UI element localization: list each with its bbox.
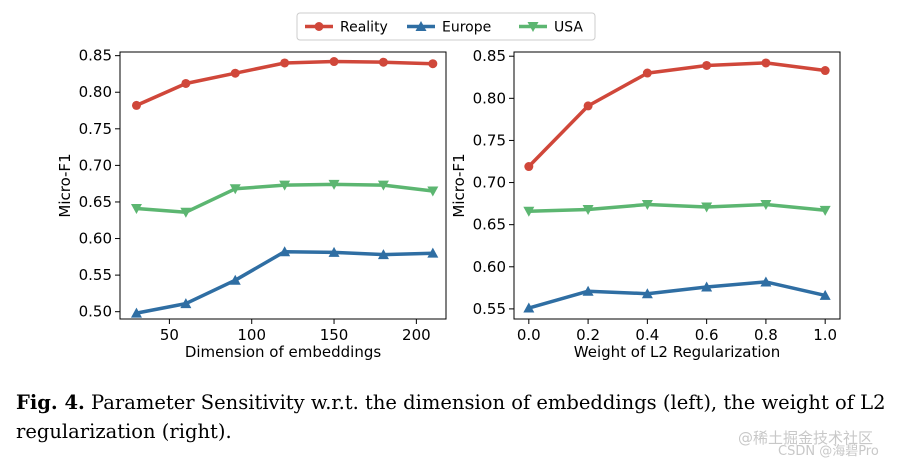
right-xtick-label: 0.6 <box>695 326 719 344</box>
right-point-reality <box>761 58 771 68</box>
left-point-europe <box>377 249 389 260</box>
right-ytick-label: 0.75 <box>473 131 506 149</box>
right-point-reality <box>702 60 712 70</box>
left-point-europe <box>229 274 241 285</box>
left-ytick-label: 0.80 <box>79 83 112 101</box>
left-line-europe <box>136 249 433 315</box>
left-xlabel: Dimension of embeddings <box>185 343 382 361</box>
left-point-europe <box>180 298 192 309</box>
right-point-europe <box>523 302 535 313</box>
watermark-csdn: CSDN @海碧Pro <box>778 444 879 459</box>
legend-item-usa: USA <box>519 20 583 36</box>
left-line-reality <box>135 59 433 107</box>
left-point-usa <box>180 207 192 218</box>
left-point-reality <box>378 57 388 67</box>
left-point-europe <box>427 247 439 258</box>
right-ylabel: Micro-F1 <box>450 153 468 217</box>
right-ytick-label: 0.80 <box>473 89 506 107</box>
right-point-usa <box>641 199 653 210</box>
legend-marker-usa <box>527 22 539 32</box>
chart-left: 0.50 0.55 0.60 0.65 0.70 0.75 0.80 0.85 50 100 150… <box>56 47 447 361</box>
right-ytick-label: 0.60 <box>473 258 506 276</box>
left-ytick-label: 0.55 <box>79 266 112 284</box>
right-axes-frame <box>513 51 841 320</box>
left-point-usa <box>328 179 340 190</box>
figure: Reality Europe USA 0.500.550.600.650.700… <box>56 12 841 361</box>
left-point-reality <box>230 68 240 78</box>
left-point-europe <box>130 307 142 318</box>
legend-label-europe: Europe <box>442 20 491 36</box>
legend-label-reality: Reality <box>340 20 388 36</box>
right-point-europe <box>701 281 713 292</box>
right-ytick-label: 0.65 <box>473 216 506 234</box>
left-xtick-label: 100 <box>237 326 266 344</box>
left-point-reality <box>131 100 141 110</box>
legend-box <box>296 12 596 41</box>
right-xtick-label: 0.0 <box>517 326 541 344</box>
legend-label-usa: USA <box>554 20 583 36</box>
right-point-europe <box>760 276 772 287</box>
legend-marker-europe <box>415 21 427 31</box>
caption-text: Parameter Sensitivity w.r.t. the dimensi… <box>16 391 886 443</box>
right-point-usa <box>523 206 535 217</box>
left-point-reality <box>428 59 438 69</box>
left-ytick-label: 0.50 <box>79 303 112 321</box>
right-point-usa <box>582 205 594 216</box>
right-point-usa <box>760 199 772 210</box>
right-ytick-label: 0.85 <box>473 47 506 65</box>
right-xtick-label: 0.2 <box>576 326 600 344</box>
left-point-europe <box>328 246 340 257</box>
right-xtick-label: 0.8 <box>754 326 778 344</box>
right-xtick-label: 1.0 <box>813 326 837 344</box>
left-point-reality <box>181 78 191 88</box>
legend-item-europe: Europe <box>407 20 491 36</box>
left-ytick-label: 0.60 <box>79 230 112 248</box>
watermark-juejin: @稀土掘金技术社区 <box>738 429 874 447</box>
legend-item-reality: Reality <box>305 20 388 36</box>
left-point-usa <box>130 204 142 215</box>
left-point-usa <box>377 180 389 191</box>
right-line-reality <box>527 61 826 168</box>
legend: Reality Europe USA <box>296 12 596 41</box>
right-point-reality <box>820 66 830 76</box>
left-point-usa <box>279 180 291 191</box>
right-point-reality <box>524 162 534 172</box>
right-ytick-label: 0.55 <box>473 300 506 318</box>
left-ytick-label: 0.70 <box>79 156 112 174</box>
right-point-usa <box>701 202 713 213</box>
left-point-usa <box>427 186 439 197</box>
left-point-reality <box>280 58 290 68</box>
caption-label: Fig. 4. <box>16 391 85 414</box>
left-xtick-label: 150 <box>320 326 349 344</box>
right-point-europe <box>819 289 831 300</box>
right-point-reality <box>583 101 593 111</box>
left-ytick-label: 0.85 <box>79 47 112 65</box>
right-line-europe <box>528 280 826 310</box>
right-point-europe <box>582 285 594 296</box>
right-ytick-label: 0.70 <box>473 174 506 192</box>
left-xtick-label: 50 <box>160 326 179 344</box>
right-point-reality <box>642 68 652 78</box>
left-xtick-label: 200 <box>402 326 431 344</box>
right-point-usa <box>819 205 831 216</box>
left-ytick-label: 0.65 <box>79 193 112 211</box>
right-line-usa <box>528 202 826 213</box>
left-axes-frame <box>119 51 447 320</box>
right-point-europe <box>641 288 653 299</box>
right-xtick-label: 0.4 <box>635 326 659 344</box>
left-point-europe <box>279 246 291 257</box>
left-ytick-label: 0.75 <box>79 120 112 138</box>
left-point-reality <box>329 57 339 67</box>
left-point-usa <box>229 184 241 195</box>
left-ylabel: Micro-F1 <box>56 153 74 217</box>
right-xlabel: Weight of L2 Regularization <box>574 343 780 361</box>
chart-right: 0.55 0.60 0.65 0.70 0.75 0.80 0.85 0.0 0.2 0.4 0.6… <box>450 47 841 361</box>
legend-marker-reality <box>314 22 324 31</box>
figure-caption: Fig. 4. Parameter Sensitivity w.r.t. the… <box>16 388 896 446</box>
